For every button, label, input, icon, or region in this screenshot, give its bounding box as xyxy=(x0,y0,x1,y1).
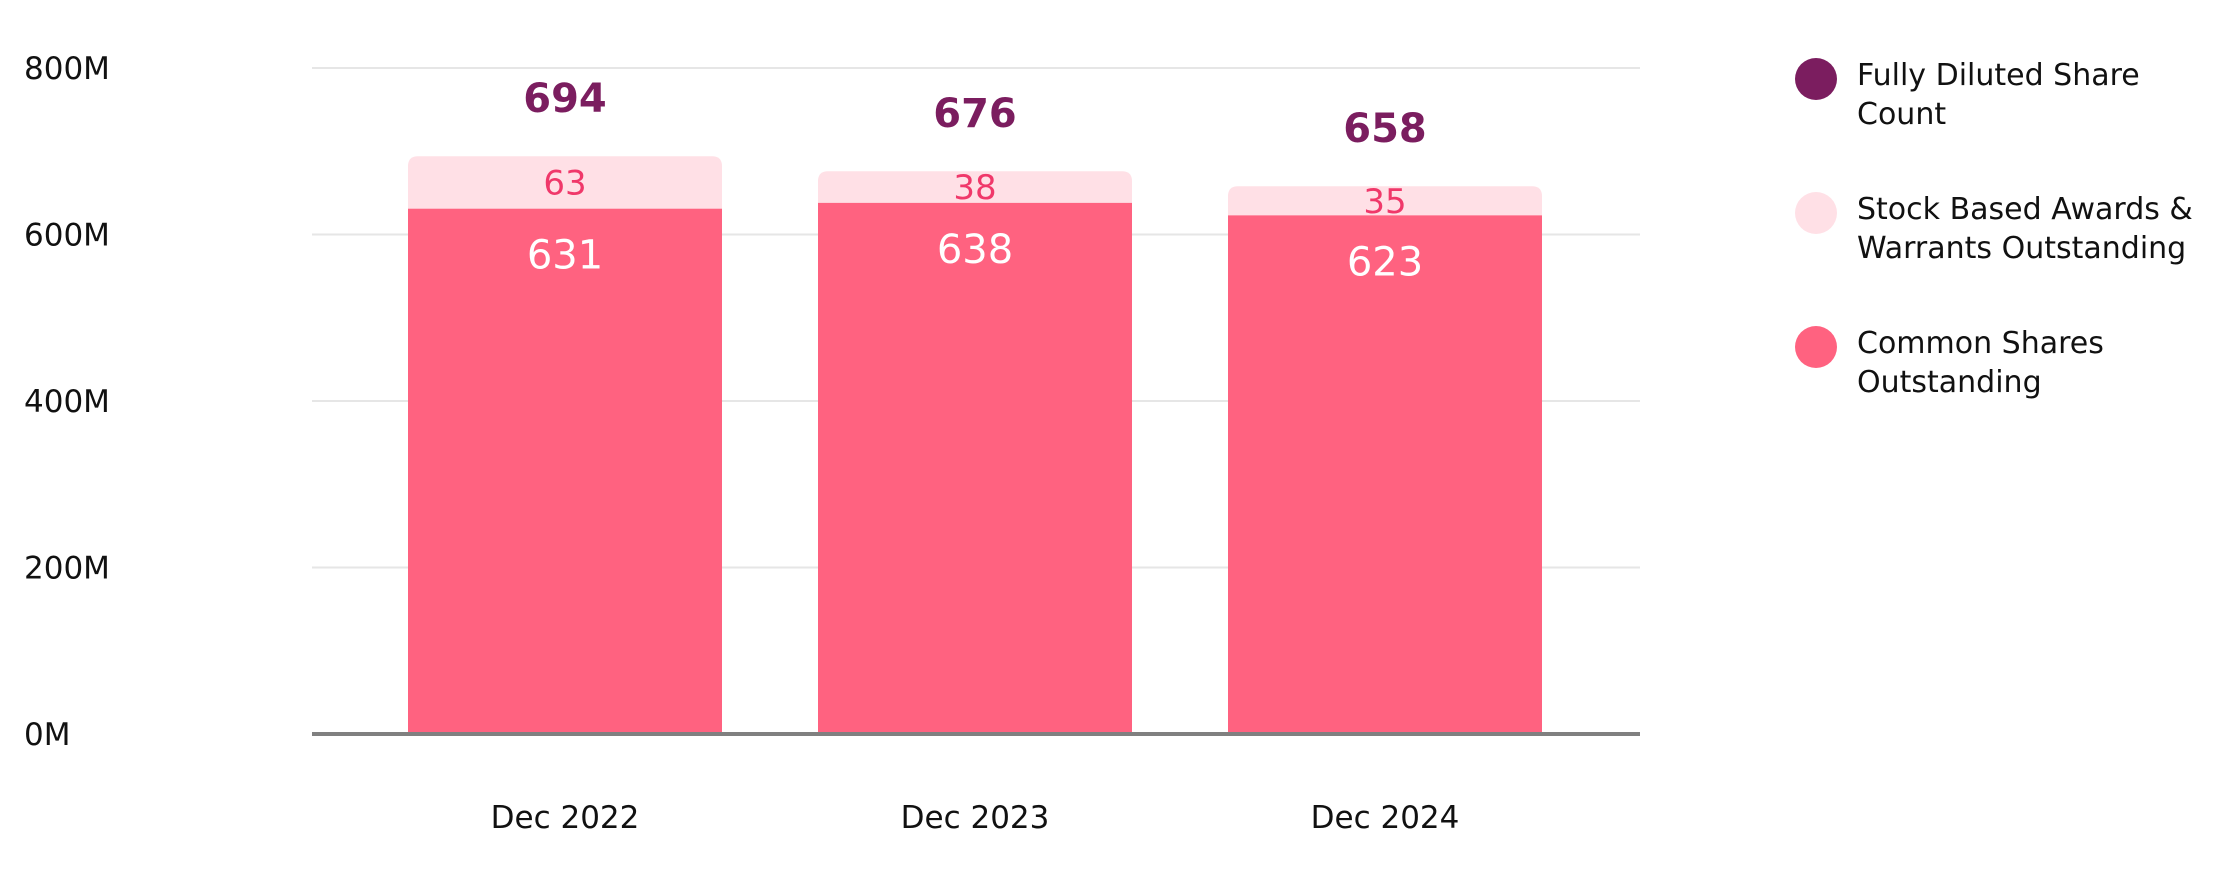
data-label-common-shares: 631 xyxy=(527,233,603,279)
bar-segment-common-shares xyxy=(408,208,722,734)
legend-dot-fully-diluted xyxy=(1795,58,1837,100)
y-tick-label: 200M xyxy=(24,551,110,587)
y-tick-label: 800M xyxy=(24,51,110,87)
legend-dot-stock-based-awards xyxy=(1795,192,1837,234)
bar-segment-common-shares xyxy=(1228,215,1542,735)
x-tick-label: Dec 2024 xyxy=(1311,800,1460,836)
bar-segment-stock-awards xyxy=(818,171,1132,203)
legend-item-fully-diluted[interactable]: Fully Diluted Share Count xyxy=(1795,56,2225,190)
data-label-stock-awards: 63 xyxy=(543,163,586,203)
legend: Fully Diluted Share Count Stock Based Aw… xyxy=(1795,56,2225,458)
data-label-common-shares: 623 xyxy=(1347,239,1423,285)
x-tick-label: Dec 2022 xyxy=(491,800,640,836)
legend-dot-common-shares xyxy=(1795,326,1837,368)
y-tick-label: 0M xyxy=(24,717,70,753)
legend-label-fully-diluted: Fully Diluted Share Count xyxy=(1857,58,2140,132)
data-label-stock-awards: 38 xyxy=(953,168,996,208)
legend-label-common-shares: Common Shares Outstanding xyxy=(1857,326,2104,400)
bar-segment-common-shares xyxy=(818,202,1132,735)
bar-segment-stock-awards xyxy=(408,156,722,209)
y-tick-label: 600M xyxy=(24,218,110,254)
legend-label-stock-based-awards: Stock Based Awards & Warrants Outstandin… xyxy=(1857,192,2193,266)
data-label-total: 676 xyxy=(933,91,1017,137)
data-label-total: 658 xyxy=(1343,106,1427,152)
bar-segment-stock-awards xyxy=(1228,186,1542,216)
data-label-common-shares: 638 xyxy=(937,227,1013,273)
x-tick-label: Dec 2023 xyxy=(901,800,1050,836)
data-label-stock-awards: 35 xyxy=(1363,182,1406,222)
data-label-total: 694 xyxy=(523,76,607,122)
legend-item-common-shares[interactable]: Common Shares Outstanding xyxy=(1795,324,2225,458)
y-tick-label: 400M xyxy=(24,384,110,420)
legend-item-stock-based-awards[interactable]: Stock Based Awards & Warrants Outstandin… xyxy=(1795,190,2225,324)
